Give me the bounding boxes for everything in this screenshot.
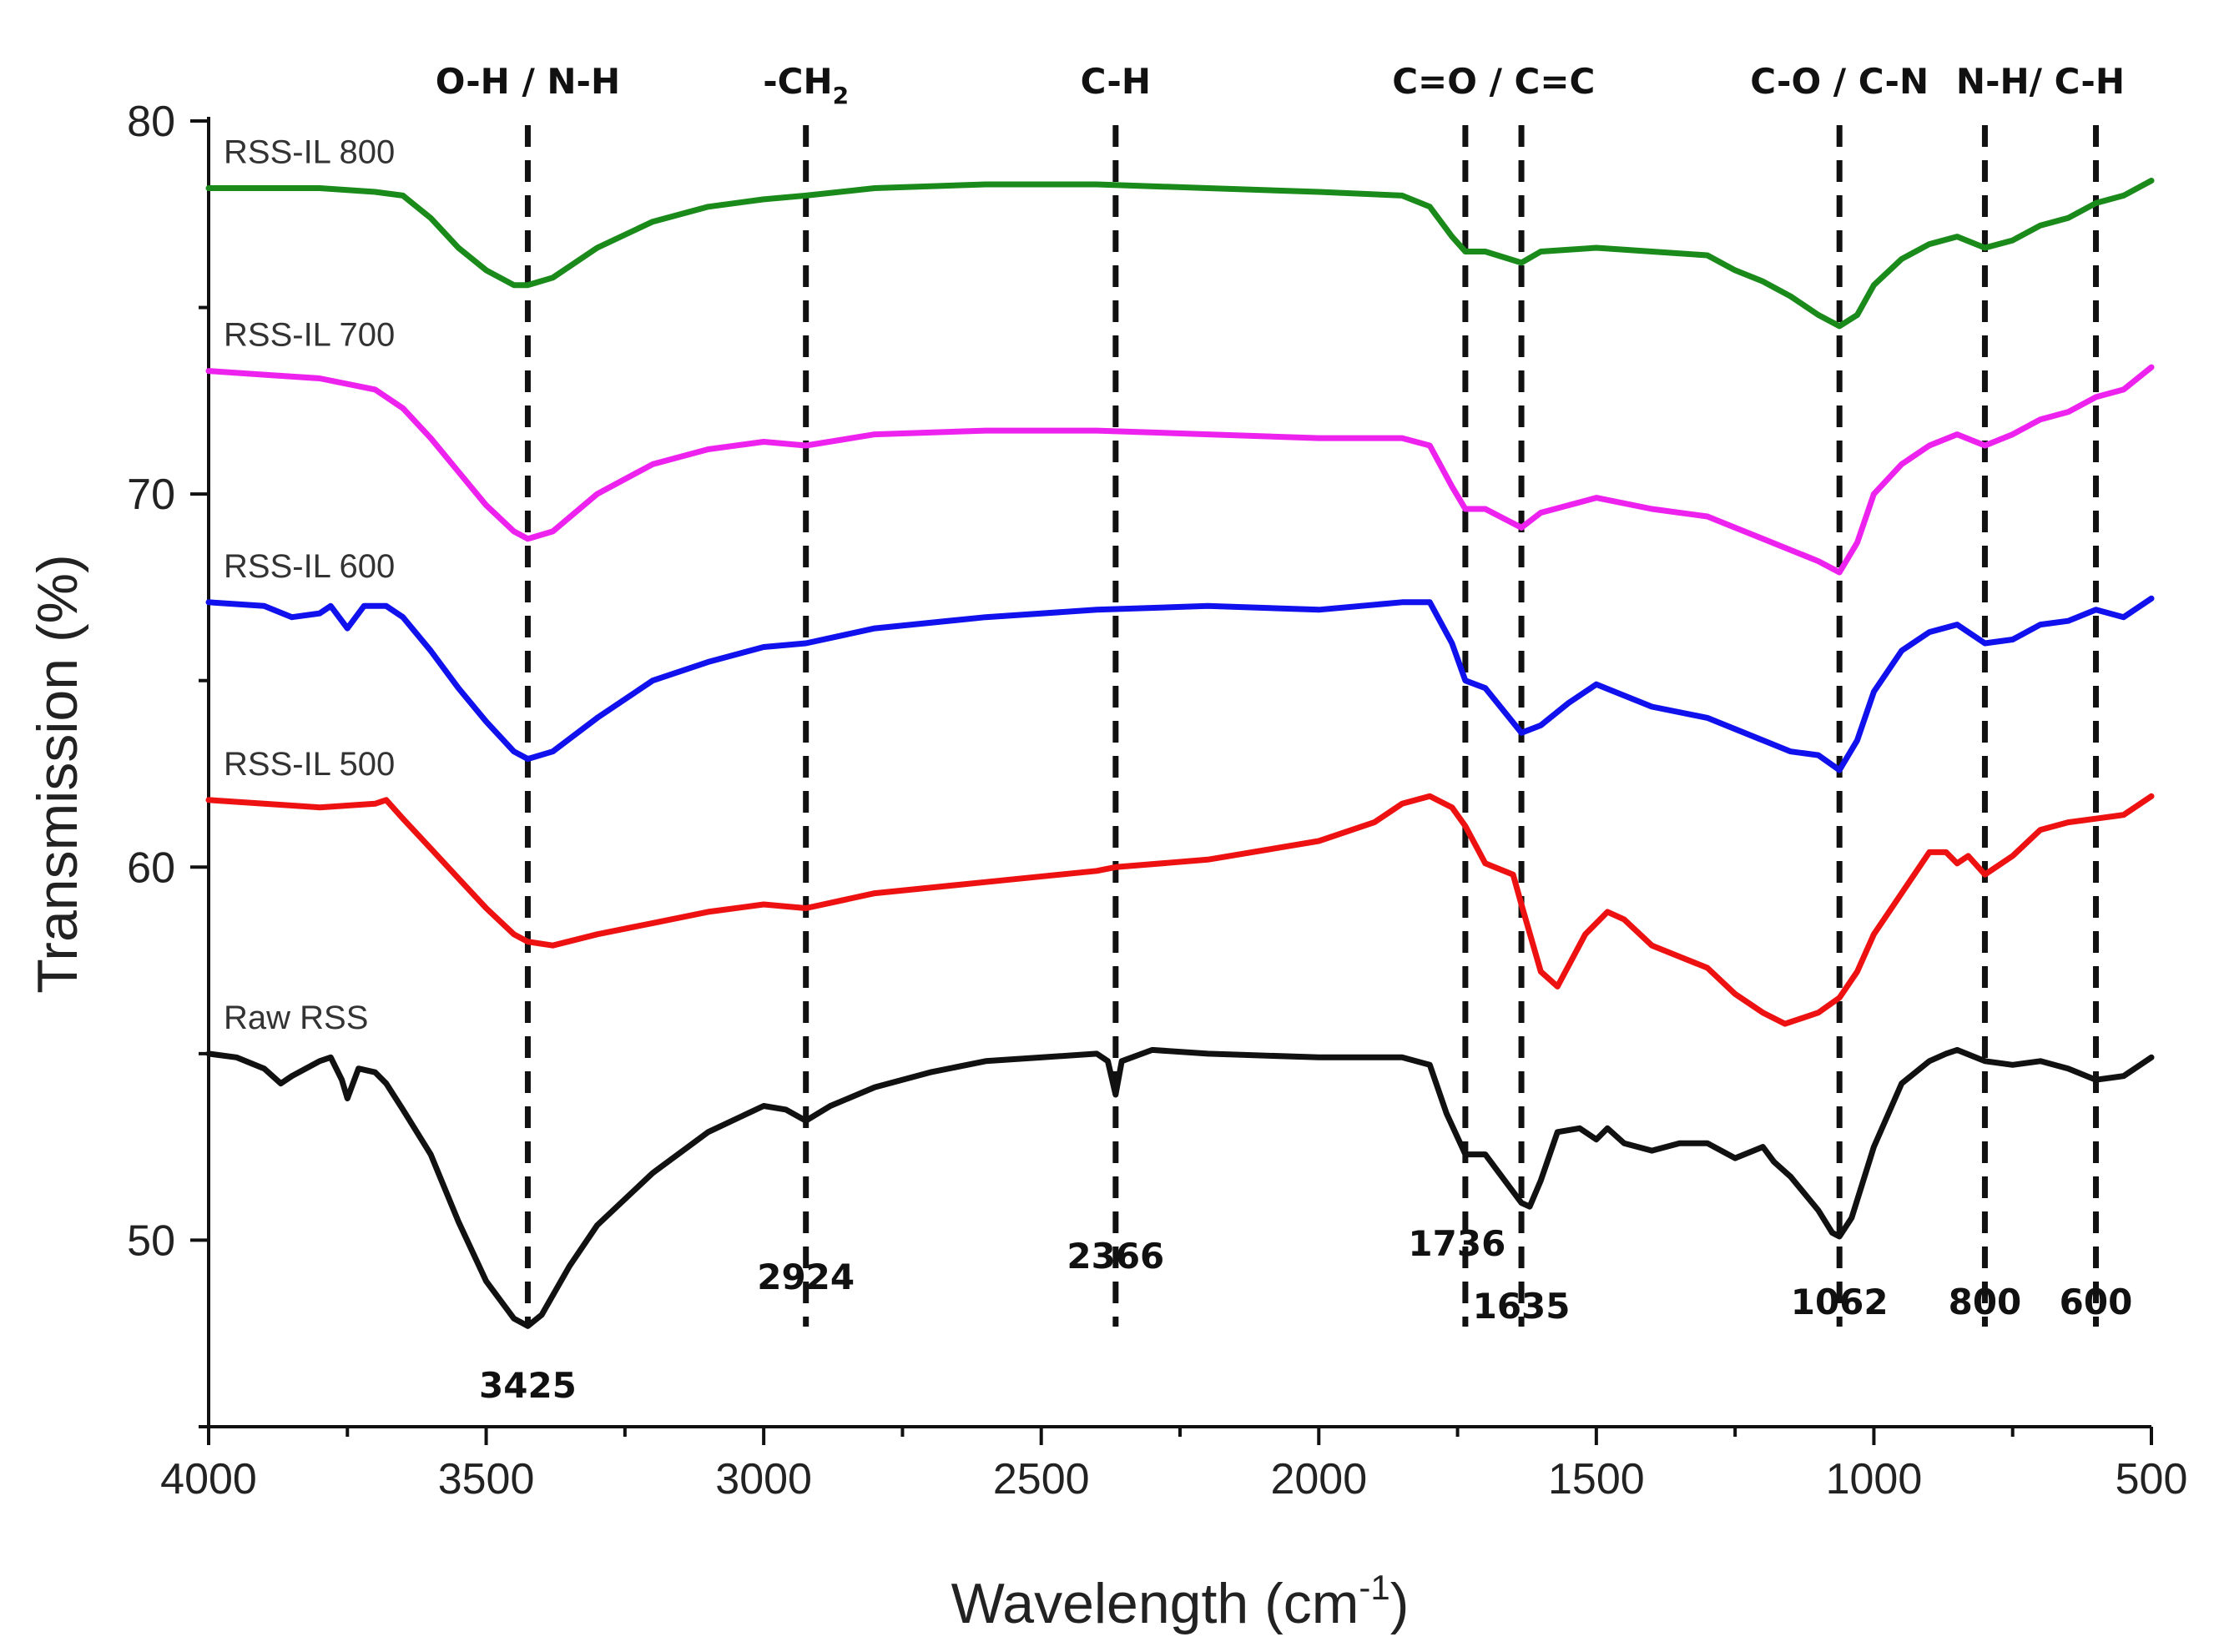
x-tick-label: 500 xyxy=(2116,1455,2188,1503)
labels: RSS-IL 800 RSS-IL 700 RSS-IL 600 RSS-IL 500… xyxy=(224,61,2132,1406)
peak-value-label: 600 xyxy=(2060,1282,2133,1322)
series-group xyxy=(205,178,2155,1329)
band-group-label: C=O / C=C xyxy=(1392,61,1595,102)
x-tick-label: 3500 xyxy=(438,1455,535,1503)
series-label: RSS-IL 600 xyxy=(224,548,395,585)
x-tick-label: 3000 xyxy=(715,1455,812,1503)
y-tick-label: 70 xyxy=(127,471,175,519)
x-tick-label: 1500 xyxy=(1548,1455,1645,1503)
series-label: RSS-IL 500 xyxy=(224,746,395,783)
x-tick-label: 4000 xyxy=(160,1455,257,1503)
series-line-raw-rss xyxy=(205,1046,2155,1329)
series-label: RSS-IL 800 xyxy=(224,133,395,170)
series-line-rss-il-600 xyxy=(205,595,2155,773)
band-label: O-H / N-H xyxy=(436,61,620,102)
series-line-rss-il-800 xyxy=(205,178,2155,330)
peak-value-label: 1635 xyxy=(1473,1286,1571,1327)
y-axis-title: Transmission (%) xyxy=(26,554,89,993)
peak-value-label: 3425 xyxy=(479,1365,577,1406)
y-tick-label: 50 xyxy=(127,1216,175,1265)
x-tick-label: 2000 xyxy=(1270,1455,1367,1503)
band-label-subscript: 2 xyxy=(833,82,849,109)
band-label: C-H xyxy=(1081,61,1151,102)
series-label: RSS-IL 700 xyxy=(224,317,395,354)
peak-value-label: 1736 xyxy=(1408,1223,1505,1264)
y-tick-label: 60 xyxy=(127,844,175,892)
x-axis-title: Wavelength (cm-1) xyxy=(951,1568,1410,1635)
peak-value-label: 800 xyxy=(1949,1282,2022,1322)
y-tick-label: 80 xyxy=(127,98,175,146)
peak-value-label: 2924 xyxy=(757,1257,855,1297)
series-line-rss-il-500 xyxy=(205,793,2155,1027)
band-label: -CH2 xyxy=(763,61,849,109)
band-group-label: N-H/ C-H xyxy=(1956,61,2125,102)
x-axis-title-suffix: ) xyxy=(1390,1572,1410,1635)
peak-value-label: 2366 xyxy=(1067,1236,1164,1277)
x-axis-title-superscript: -1 xyxy=(1359,1568,1389,1607)
band-label: C-O / C-N xyxy=(1750,61,1929,102)
x-tick-label: 1000 xyxy=(1826,1455,1923,1503)
axes: 4000 3500 3000 2500 2000 1500 1000 500 50 60 70 80 W… xyxy=(26,98,2187,1635)
series-label: Raw RSS xyxy=(224,1000,368,1036)
x-tick-label: 2500 xyxy=(993,1455,1090,1503)
peak-value-label: 1062 xyxy=(1791,1282,1889,1322)
band-markers xyxy=(524,125,2099,1327)
series-line-rss-il-700 xyxy=(205,364,2155,576)
